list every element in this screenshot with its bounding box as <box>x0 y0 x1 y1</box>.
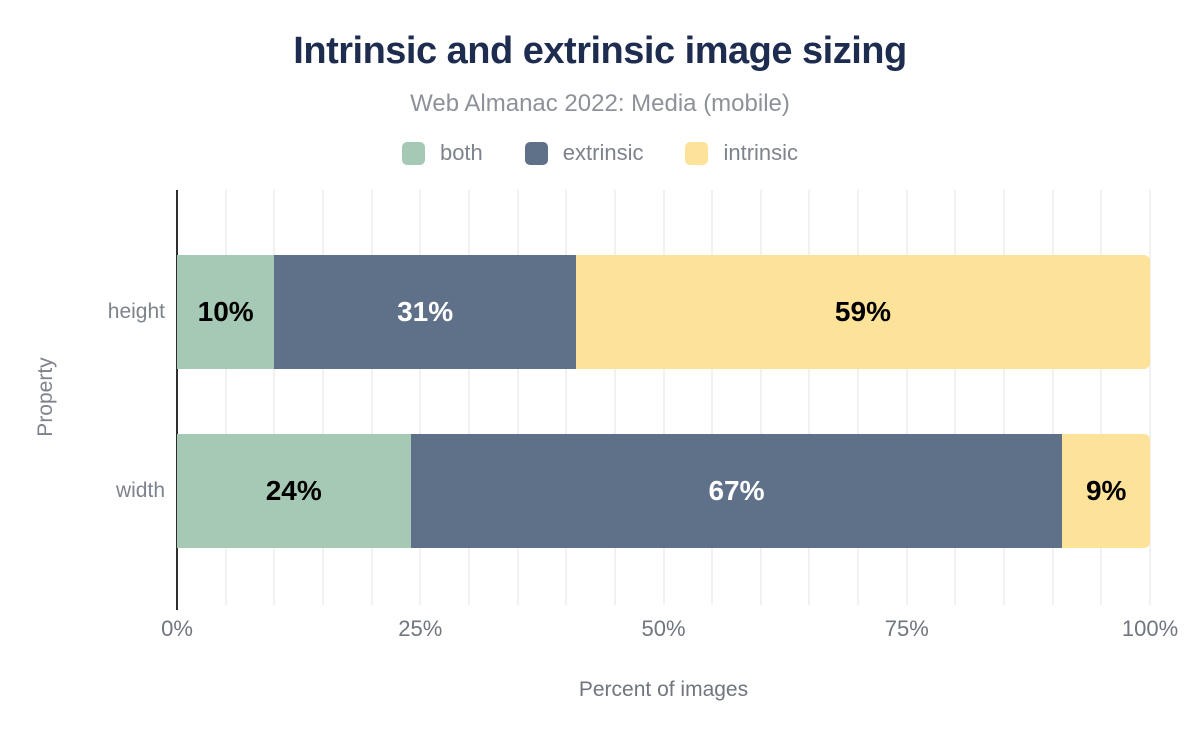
gridline <box>808 190 811 605</box>
bar-segment-height-both: 10% <box>177 255 275 369</box>
y-axis-title: Property <box>34 357 57 437</box>
gridline <box>565 190 568 605</box>
y-axis-line <box>176 190 178 610</box>
bar-segment-height-extrinsic: 31% <box>274 255 576 369</box>
legend-item-extrinsic: extrinsic <box>524 140 644 166</box>
gridline <box>613 190 616 605</box>
bar-value-label: 59% <box>834 296 891 327</box>
legend-label: both <box>439 140 483 165</box>
gridline <box>224 190 227 605</box>
gridline <box>1051 190 1054 605</box>
legend-label: intrinsic <box>723 140 799 165</box>
bar-segment-width-extrinsic: 67% <box>410 434 1063 548</box>
gridline <box>467 190 470 605</box>
bar-segment-height-intrinsic: 59% <box>575 255 1150 369</box>
gridline <box>273 190 276 605</box>
bar-value-label: 24% <box>265 475 322 506</box>
x-tick-label-50: 50% <box>641 616 686 641</box>
y-category-label-height: height <box>107 300 165 323</box>
x-tick-label-100: 100% <box>1121 616 1179 641</box>
gridline <box>1100 190 1103 605</box>
legend-label: extrinsic <box>562 140 644 165</box>
bar-value-label: 67% <box>708 475 765 506</box>
gridline <box>516 190 519 605</box>
gridline <box>905 190 908 605</box>
chart-subtitle: Web Almanac 2022: Media (mobile) <box>410 90 790 117</box>
gridline <box>954 190 957 605</box>
y-category-label-width: width <box>115 479 165 502</box>
legend-swatch-extrinsic <box>524 141 548 165</box>
legend-swatch-both <box>401 141 425 165</box>
bar-width: 24% 67% 9% <box>177 434 1150 548</box>
x-tick-label-75: 75% <box>884 616 929 641</box>
legend: both extrinsic intrinsic <box>0 140 1200 166</box>
bar-value-label: 9% <box>1085 475 1127 506</box>
gridline <box>711 190 714 605</box>
bar-segment-width-both: 24% <box>177 434 411 548</box>
gridline <box>419 190 422 605</box>
legend-swatch-intrinsic <box>685 141 709 165</box>
gridline <box>1149 190 1151 605</box>
plot-area: 10% 31% 59% 24% 67% 9% <box>177 190 1151 605</box>
chart-title: Intrinsic and extrinsic image sizing <box>293 30 907 72</box>
gridline <box>759 190 762 605</box>
x-tick-label-25: 25% <box>398 616 443 641</box>
gridline <box>1003 190 1006 605</box>
gridline <box>321 190 324 605</box>
legend-item-intrinsic: intrinsic <box>685 140 798 166</box>
bar-height: 10% 31% 59% <box>177 255 1150 369</box>
bar-value-label: 10% <box>197 296 254 327</box>
bar-value-label: 31% <box>397 296 454 327</box>
x-tick-label-0: 0% <box>161 616 193 641</box>
x-axis-title: Percent of images <box>578 678 749 701</box>
gridline <box>370 190 373 605</box>
legend-item-both: both <box>401 140 483 166</box>
bar-segment-width-intrinsic: 9% <box>1062 434 1150 548</box>
gridline <box>857 190 860 605</box>
gridline <box>662 190 665 605</box>
